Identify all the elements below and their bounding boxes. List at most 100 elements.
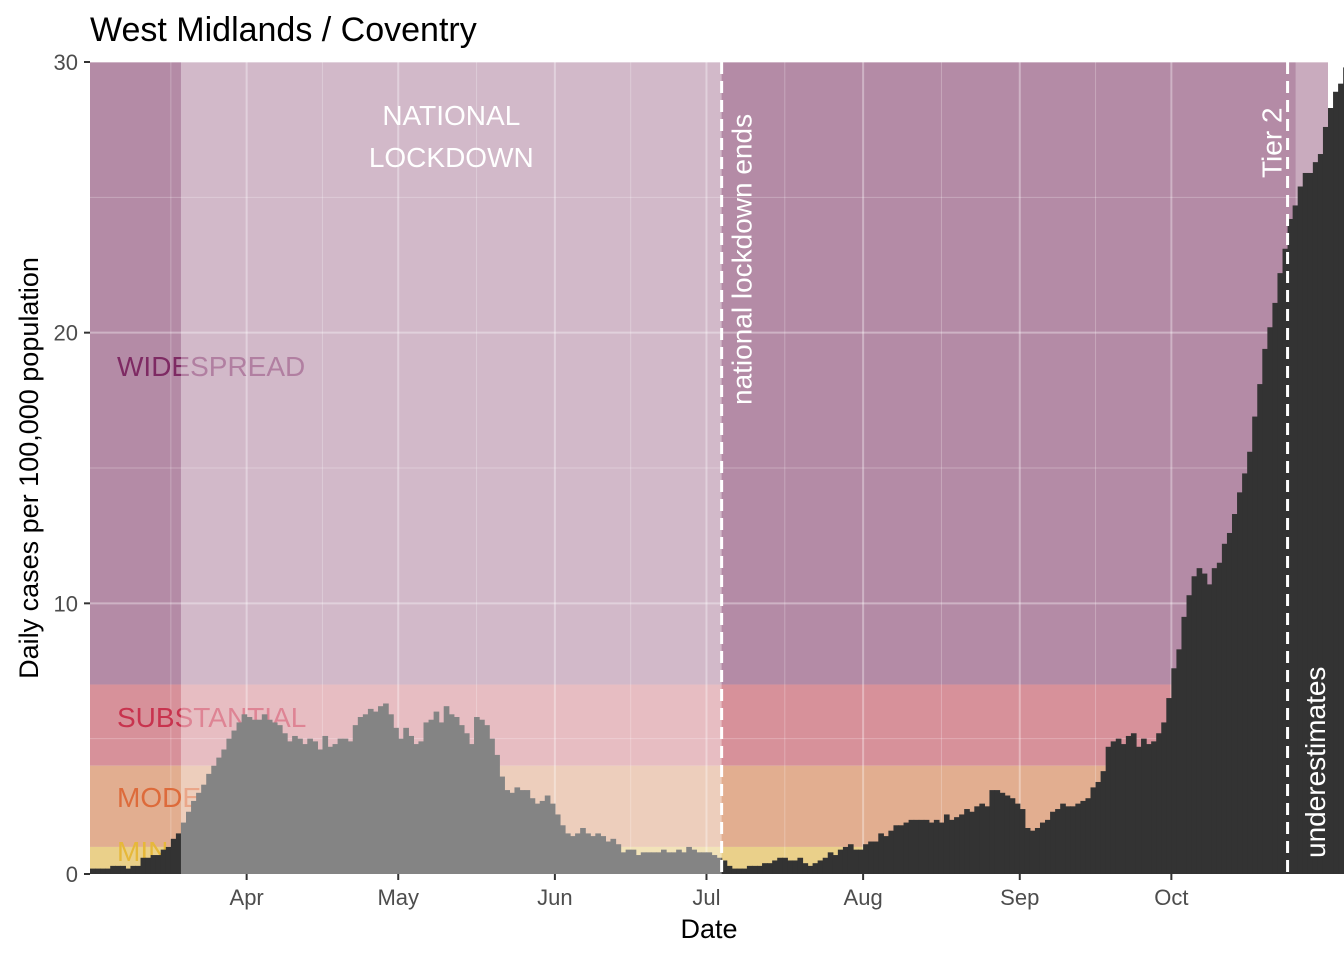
bar bbox=[863, 844, 869, 874]
bar bbox=[726, 865, 733, 874]
bar bbox=[418, 741, 425, 874]
bar bbox=[792, 860, 799, 874]
lockdown-shading bbox=[180, 62, 722, 874]
bar bbox=[853, 849, 859, 874]
bar bbox=[878, 833, 884, 874]
bar bbox=[595, 833, 601, 874]
bar bbox=[145, 857, 152, 874]
bar bbox=[226, 738, 233, 874]
bar bbox=[1221, 543, 1228, 874]
bar bbox=[1151, 741, 1157, 874]
bar bbox=[974, 806, 980, 874]
bar bbox=[847, 844, 854, 874]
bar bbox=[630, 849, 637, 874]
bar bbox=[1120, 744, 1127, 874]
bar bbox=[858, 849, 864, 874]
bar bbox=[463, 733, 470, 874]
bar bbox=[600, 836, 607, 874]
bar bbox=[802, 863, 809, 874]
bar bbox=[938, 822, 945, 874]
bar bbox=[751, 865, 758, 874]
bar bbox=[1322, 126, 1329, 874]
bar bbox=[1019, 809, 1026, 874]
bar bbox=[1100, 771, 1107, 874]
bar bbox=[1045, 819, 1051, 874]
bar bbox=[1237, 492, 1243, 874]
bar bbox=[1231, 514, 1238, 874]
bar bbox=[1242, 473, 1248, 874]
bar bbox=[201, 784, 207, 874]
bar bbox=[918, 819, 925, 874]
bar bbox=[696, 852, 703, 874]
y-tick-label: 30 bbox=[54, 50, 78, 75]
bar bbox=[585, 833, 591, 874]
bar bbox=[949, 819, 955, 874]
bar bbox=[782, 857, 788, 874]
bar bbox=[868, 841, 874, 874]
bar bbox=[1196, 568, 1203, 874]
bar bbox=[474, 717, 480, 874]
bar bbox=[130, 865, 137, 874]
bar bbox=[1333, 91, 1339, 875]
bar bbox=[671, 852, 677, 874]
band-widespread bbox=[90, 62, 1328, 685]
bar bbox=[787, 860, 793, 874]
bar bbox=[969, 811, 975, 874]
bar bbox=[1085, 798, 1092, 874]
bar bbox=[772, 860, 778, 874]
bar bbox=[175, 833, 182, 874]
bar bbox=[711, 855, 718, 874]
bar bbox=[413, 744, 420, 874]
bar bbox=[287, 741, 293, 874]
bar bbox=[933, 819, 940, 874]
bar bbox=[1317, 154, 1324, 874]
y-tick-label: 10 bbox=[54, 591, 78, 616]
bar bbox=[241, 714, 248, 874]
bar bbox=[448, 714, 455, 874]
bar bbox=[686, 846, 692, 874]
bar bbox=[479, 719, 485, 874]
x-tick-label: Jun bbox=[537, 885, 572, 910]
bar bbox=[964, 809, 970, 874]
bar bbox=[731, 868, 738, 874]
bar bbox=[812, 863, 819, 874]
bar bbox=[655, 852, 662, 874]
bar bbox=[231, 730, 238, 874]
bar bbox=[797, 857, 804, 874]
bar bbox=[307, 738, 313, 874]
bar bbox=[191, 800, 197, 874]
bar bbox=[120, 865, 126, 874]
bar bbox=[1206, 584, 1213, 874]
bar bbox=[544, 795, 551, 874]
bar bbox=[524, 790, 531, 874]
bar bbox=[236, 722, 243, 874]
bar bbox=[271, 722, 278, 874]
bar bbox=[393, 727, 399, 874]
bar bbox=[1272, 302, 1279, 875]
bar bbox=[676, 849, 682, 874]
bar bbox=[1328, 108, 1334, 875]
bar bbox=[453, 717, 460, 874]
bar bbox=[327, 746, 334, 874]
annotation-label: Tier 2 bbox=[1257, 107, 1288, 178]
bar bbox=[1302, 172, 1309, 874]
bar bbox=[1287, 218, 1294, 874]
bar bbox=[1034, 827, 1041, 874]
x-tick-label: Apr bbox=[230, 885, 264, 910]
lockdown-label-line1: NATIONAL bbox=[382, 100, 520, 131]
bar bbox=[256, 719, 263, 874]
bar bbox=[1216, 562, 1223, 874]
bar bbox=[1004, 795, 1011, 874]
bar bbox=[408, 735, 414, 874]
bar bbox=[1115, 738, 1122, 874]
bar bbox=[954, 817, 960, 874]
bar bbox=[706, 852, 713, 874]
bar bbox=[645, 852, 652, 874]
bar bbox=[984, 806, 991, 874]
bar bbox=[342, 738, 349, 874]
bar bbox=[1080, 800, 1087, 874]
bar bbox=[590, 836, 596, 874]
bar bbox=[372, 711, 379, 874]
bar bbox=[837, 849, 844, 874]
